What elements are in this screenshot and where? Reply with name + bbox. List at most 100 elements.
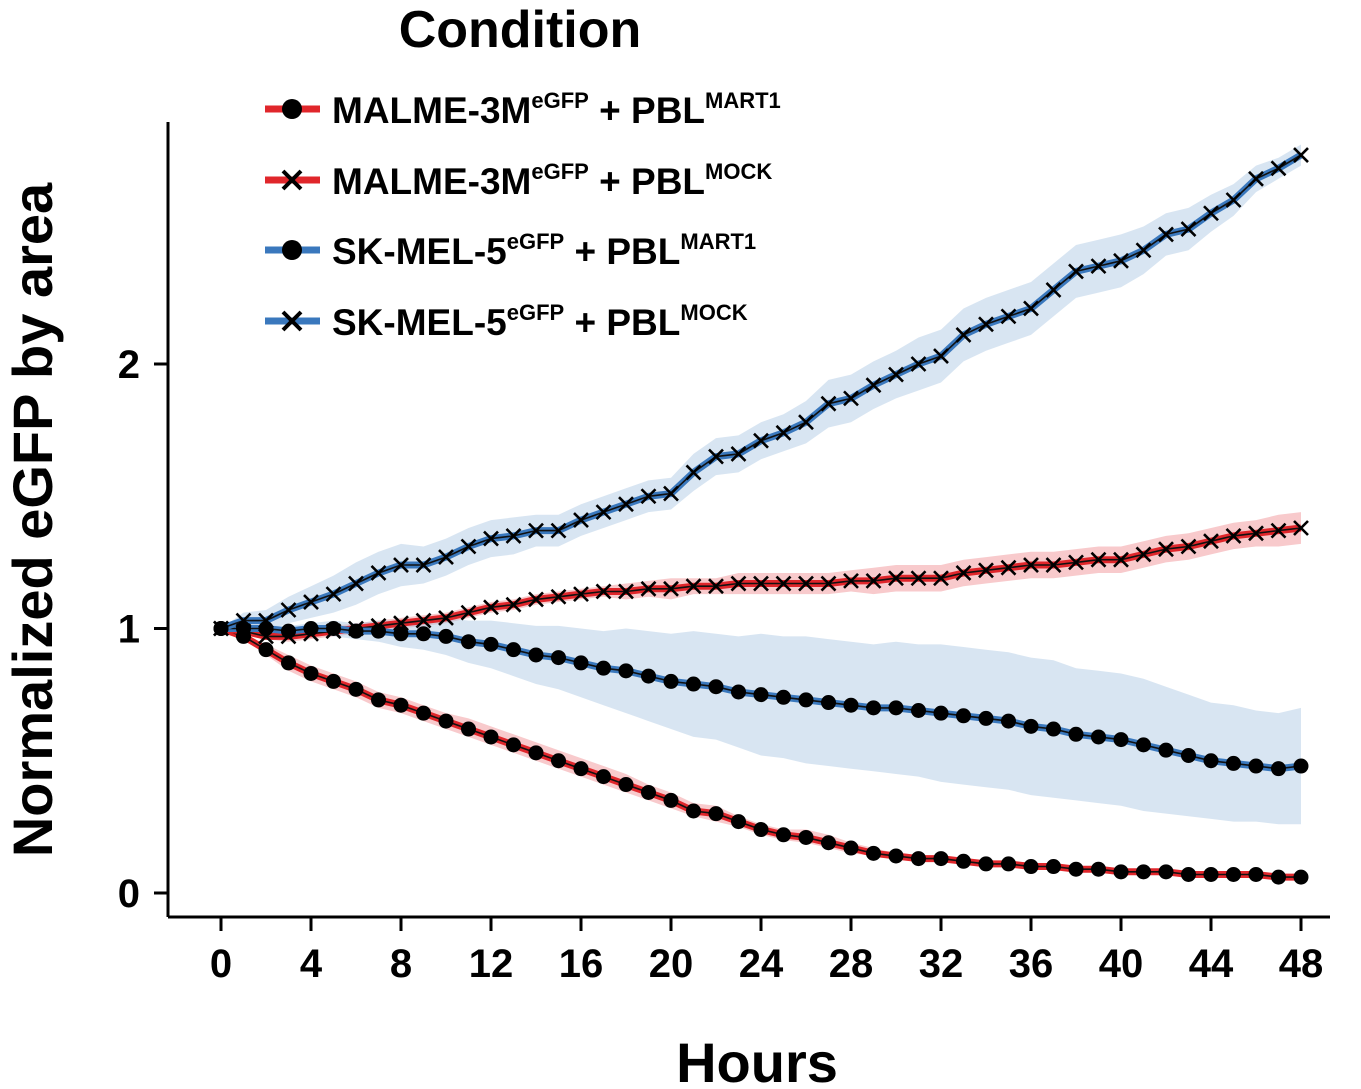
point-series-1: [731, 814, 746, 830]
point-series-3: [708, 679, 724, 695]
x-tick-label: 4: [300, 942, 323, 986]
point-series-2: [1203, 533, 1219, 550]
point-series-3: [1203, 753, 1219, 769]
legend-label: SK-MEL-5eGFP + PBLMART1: [332, 229, 756, 272]
point-series-2: [775, 575, 792, 592]
point-series-2: [843, 572, 859, 589]
point-series-3: [461, 634, 476, 650]
point-series-2: [415, 612, 432, 629]
y-tick-label: 1: [118, 608, 140, 652]
point-series-4: [685, 464, 702, 481]
point-series-2: [955, 565, 972, 581]
point-series-4: [955, 326, 972, 343]
point-series-2: [933, 570, 949, 587]
point-series-4: [1225, 192, 1242, 208]
point-series-1: [821, 835, 836, 851]
point-series-1: [416, 705, 431, 721]
point-series-4: [280, 602, 297, 618]
point-series-2: [573, 586, 589, 603]
point-series-4: [595, 504, 612, 521]
point-series-4: [258, 612, 274, 629]
point-series-1: [393, 697, 409, 713]
point-series-1: [978, 856, 994, 872]
point-series-1: [573, 761, 589, 777]
point-series-4: [708, 448, 724, 465]
legend-title: Condition: [399, 1, 642, 59]
point-series-3: [911, 702, 926, 718]
point-series-1: [641, 784, 656, 800]
point-series-1: [1203, 866, 1219, 882]
legend-key-marker: [281, 169, 303, 191]
point-series-3: [326, 621, 341, 636]
point-series-3: [1226, 755, 1241, 771]
point-series-4: [753, 432, 769, 449]
point-series-3: [641, 668, 656, 684]
point-series-4: [663, 485, 679, 502]
point-series-4: [888, 366, 904, 383]
x-tick-label: 48: [1279, 942, 1324, 986]
point-series-4: [438, 549, 454, 566]
x-tick-label: 40: [1099, 942, 1144, 986]
point-series-2: [865, 572, 882, 589]
legend-label: SK-MEL-5eGFP + PBLMOCK: [332, 300, 748, 343]
point-series-1: [663, 792, 679, 808]
point-series-2: [888, 570, 904, 587]
point-series-4: [1158, 226, 1174, 243]
point-series-1: [1068, 861, 1084, 877]
point-series-2: [1135, 546, 1152, 563]
point-series-3: [506, 642, 521, 658]
point-series-3: [1046, 721, 1061, 737]
point-series-2: [483, 599, 499, 616]
point-series-1: [911, 851, 926, 867]
point-series-1: [933, 851, 949, 867]
x-tick-label: 28: [829, 942, 874, 986]
point-series-4: [1045, 282, 1062, 298]
point-series-2: [438, 610, 454, 626]
point-series-1: [258, 642, 274, 658]
point-series-4: [573, 512, 589, 528]
point-series-1: [776, 827, 791, 843]
ribbon-series-4: [221, 144, 1301, 632]
point-series-3: [978, 710, 994, 726]
point-series-2: [1090, 551, 1107, 568]
point-series-4: [1180, 221, 1197, 238]
x-tick-label: 0: [210, 942, 232, 986]
point-series-1: [798, 829, 814, 845]
point-series-4: [1113, 252, 1129, 269]
y-axis-title: Normalized eGFP by area: [1, 182, 64, 857]
point-series-3: [686, 676, 701, 692]
point-series-4: [213, 620, 229, 637]
point-series-3: [888, 700, 904, 716]
point-series-3: [956, 708, 971, 724]
point-series-4: [798, 414, 814, 431]
point-series-4: [1135, 242, 1152, 259]
point-series-4: [1248, 170, 1264, 187]
point-series-1: [281, 655, 296, 671]
point-series-1: [1181, 866, 1196, 882]
point-series-3: [573, 655, 589, 671]
point-series-4: [370, 565, 387, 581]
point-series-3: [1001, 713, 1016, 729]
point-series-3: [1113, 732, 1129, 748]
point-series-2: [393, 615, 409, 632]
point-series-2: [1000, 559, 1017, 576]
point-series-4: [820, 395, 837, 412]
point-series-2: [1270, 522, 1287, 539]
x-tick-label: 24: [739, 942, 784, 986]
point-series-3: [843, 697, 859, 713]
point-series-1: [1293, 869, 1309, 885]
point-series-3: [1136, 737, 1151, 753]
point-series-4: [933, 348, 949, 364]
point-series-4: [775, 424, 792, 441]
x-ticks: 0 4 8 12 16 20 24 28 32 36 40 44 48: [210, 917, 1323, 986]
point-series-2: [978, 562, 994, 579]
point-series-3: [753, 687, 769, 703]
x-tick-label: 20: [649, 942, 694, 986]
point-series-1: [348, 681, 364, 697]
point-series-1: [551, 753, 566, 769]
point-series-1: [1023, 859, 1039, 875]
point-series-3: [933, 705, 949, 721]
point-series-1: [326, 673, 341, 689]
legend-label: MALME-3MeGFP + PBLMART1: [332, 88, 781, 131]
